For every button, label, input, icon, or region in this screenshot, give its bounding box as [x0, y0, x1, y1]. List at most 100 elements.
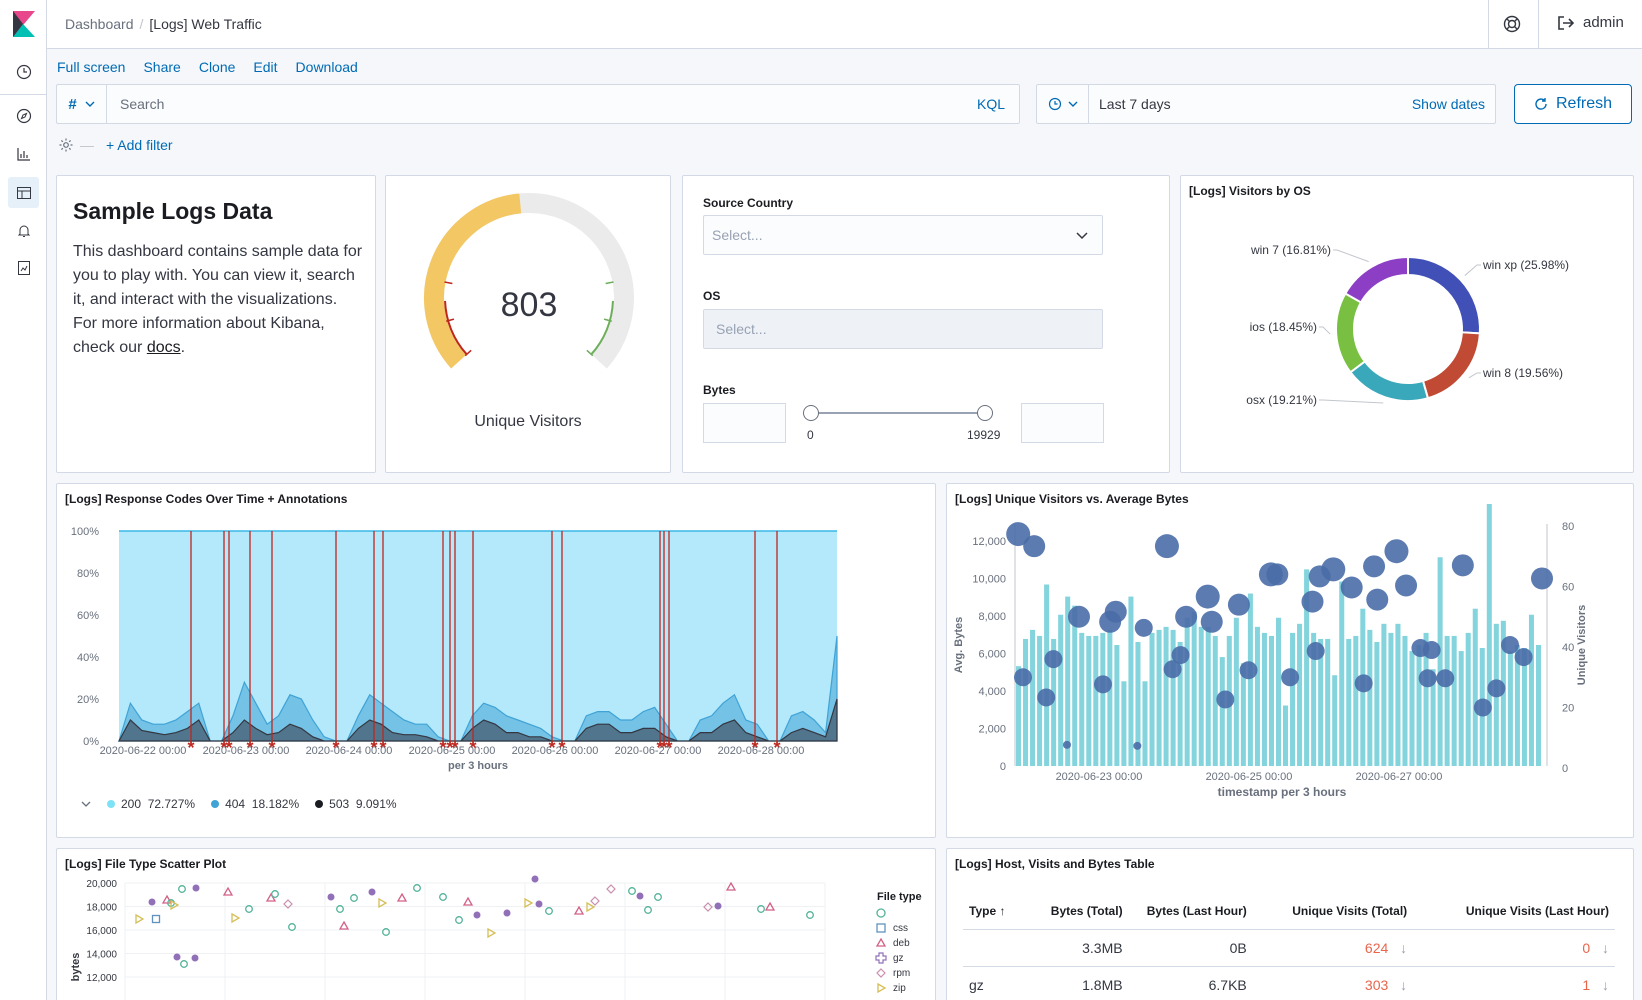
y-tick-label: 0%: [83, 736, 99, 748]
markdown-title: Sample Logs Data: [73, 198, 273, 224]
reporting-icon[interactable]: [12, 256, 36, 280]
markdown-panel: Sample Logs Data This dashboard contains…: [56, 175, 376, 473]
avg-bytes-bubble: [1321, 557, 1346, 582]
visitor-bar: [1212, 635, 1218, 766]
scatter-chart: 20,000 18,000 16,000 14,000 12,000 bytes: [70, 875, 826, 1000]
avg-bytes-bubble: [1013, 668, 1032, 687]
legend-label: rpm: [893, 968, 910, 979]
os-select[interactable]: Select...: [703, 309, 1103, 349]
column-header-visits-total[interactable]: Unique Visits (Total): [1252, 893, 1414, 930]
show-dates-link[interactable]: Show dates: [1411, 96, 1485, 112]
gauge-chart: [424, 193, 634, 369]
visitor-bar: [1486, 504, 1492, 766]
visitor-bar: [1297, 623, 1303, 766]
avg-bytes-bubble: [1163, 660, 1182, 679]
user-menu[interactable]: admin: [1557, 14, 1624, 31]
scatter-point: [283, 899, 293, 909]
visitor-bar: [1416, 645, 1422, 766]
gauge-fill: [424, 193, 522, 369]
visitor-bar: [1437, 557, 1443, 766]
scatter-point: [703, 902, 713, 912]
y-tick-label: 100%: [71, 526, 99, 538]
column-header-bytes-last-hour[interactable]: Bytes (Last Hour): [1128, 893, 1253, 930]
refresh-label: Refresh: [1555, 95, 1613, 112]
visitor-bar: [1451, 635, 1457, 766]
column-header-bytes-total[interactable]: Bytes (Total): [1035, 893, 1129, 930]
gear-icon[interactable]: [58, 137, 74, 153]
scatter-point: [338, 920, 350, 930]
search-input[interactable]: [120, 85, 940, 123]
arrow-down-icon: ↓: [1400, 976, 1408, 993]
scatter-point: [644, 906, 652, 914]
legend-item-503[interactable]: 503 9.091%: [315, 797, 397, 811]
download-link[interactable]: Download: [295, 59, 358, 75]
visitor-bar: [1507, 651, 1513, 766]
kibana-logo-icon[interactable]: [13, 11, 35, 37]
annotation-marker: *: [220, 738, 227, 758]
scatter-point: [628, 887, 636, 895]
right-tick-label: 60: [1562, 582, 1574, 594]
quick-menu-button[interactable]: [1037, 85, 1089, 123]
calendar-clock-icon: [1048, 97, 1061, 111]
scatter-point: [327, 893, 335, 901]
visitor-bar: [1142, 681, 1148, 766]
x-tick-label: 2020-06-27 00:00: [615, 745, 702, 757]
kql-toggle[interactable]: KQL: [976, 96, 1005, 112]
visitor-bar: [1332, 675, 1338, 766]
saved-query-menu[interactable]: #: [57, 85, 107, 123]
avg-bytes-bubble: [1195, 584, 1220, 609]
pie-label: win xp (25.98%): [1482, 258, 1569, 272]
avg-bytes-bubble: [1354, 674, 1373, 693]
visitor-bar: [1528, 614, 1534, 766]
column-header-visits-last-hour[interactable]: Unique Visits (Last Hour): [1413, 893, 1615, 930]
visualize-chart-icon[interactable]: [12, 142, 36, 166]
left-tick-label: 12,000: [972, 536, 1006, 548]
refresh-button[interactable]: Refresh: [1514, 84, 1632, 124]
pie-label: ios (18.45%): [1250, 320, 1317, 334]
breadcrumb: Dashboard / [Logs] Web Traffic: [65, 16, 262, 32]
visitor-bar: [1023, 638, 1029, 766]
scatter-point: [413, 884, 421, 892]
avg-bytes-bubble: [1099, 610, 1122, 633]
visitor-bar: [1353, 635, 1359, 766]
bytes-slider-min-handle[interactable]: [803, 405, 819, 421]
add-filter-button[interactable]: + Add filter: [106, 137, 173, 153]
alerts-bell-icon[interactable]: [12, 219, 36, 243]
gauge-value: 803: [500, 286, 558, 324]
visitor-bar: [1346, 638, 1352, 766]
time-range-label[interactable]: Last 7 days: [1099, 96, 1171, 112]
right-tick-label: 80: [1562, 521, 1574, 533]
bytes-min-input[interactable]: [703, 403, 786, 443]
avg-bytes-bubble: [1044, 650, 1063, 669]
recent-clock-icon[interactable]: [12, 60, 36, 84]
edit-link[interactable]: Edit: [253, 59, 278, 75]
visitor-bar: [1472, 608, 1478, 766]
table-row: 3.3MB 0B 624 ↓ 0 ↓: [963, 929, 1615, 967]
annotation-marker: *: [548, 738, 555, 758]
pie-label-line: [1464, 264, 1481, 276]
discover-compass-icon[interactable]: [12, 104, 36, 128]
docs-link[interactable]: docs: [146, 339, 181, 356]
legend-item-404[interactable]: 404 18.182%: [211, 797, 299, 811]
scatter-point: [606, 884, 616, 894]
source-country-select[interactable]: Select...: [703, 215, 1103, 255]
help-lifebuoy-icon[interactable]: [1502, 14, 1522, 34]
column-header-type[interactable]: Type ↑: [963, 893, 1036, 930]
bytes-max-input[interactable]: [1021, 403, 1104, 443]
panel-title: [Logs] Response Codes Over Time + Annota…: [65, 492, 348, 506]
visitor-bar: [1409, 651, 1415, 766]
bytes-slider-max-handle[interactable]: [977, 405, 993, 421]
legend-item-200[interactable]: 200 72.727%: [107, 797, 195, 811]
bytes-max-label: 19929: [967, 428, 1001, 442]
clone-link[interactable]: Clone: [198, 59, 236, 75]
chevron-down-icon[interactable]: [81, 801, 91, 807]
dashboard-icon[interactable]: [8, 177, 39, 208]
visitor-bar: [1149, 632, 1155, 766]
annotation-marker: *: [225, 738, 232, 758]
share-link[interactable]: Share: [143, 59, 181, 75]
visitor-bar: [1367, 629, 1373, 766]
panel-title: [Logs] File Type Scatter Plot: [65, 857, 227, 871]
breadcrumb-dashboard[interactable]: Dashboard: [65, 16, 134, 32]
host-visits-table-panel: [Logs] Host, Visits and Bytes Table Type…: [946, 848, 1634, 1000]
full-screen-link[interactable]: Full screen: [57, 59, 126, 75]
